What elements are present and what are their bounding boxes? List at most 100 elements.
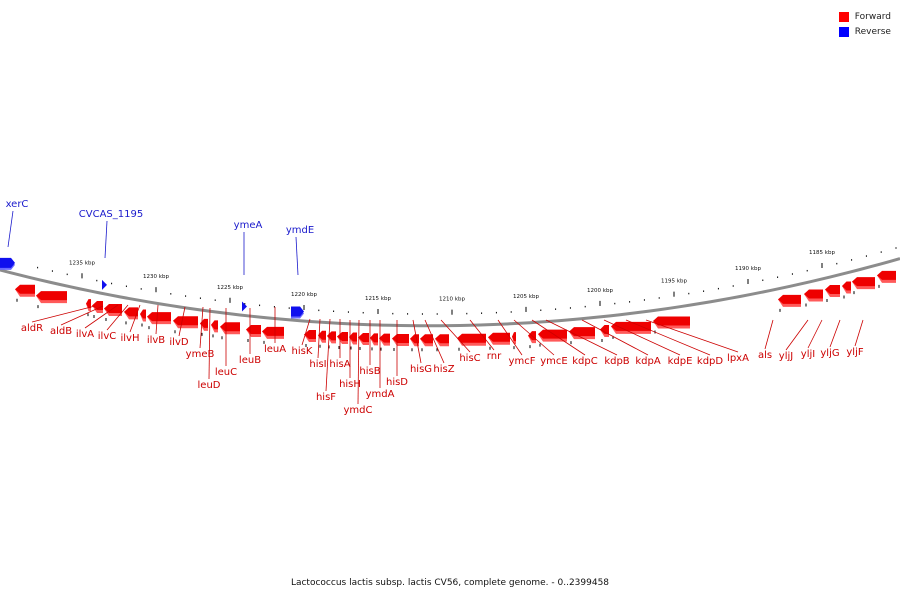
forward-gene-label: kdpB [604,356,629,367]
reverse-leader-line [7,210,14,248]
forward-gene-arrow [15,284,35,302]
forward-leader-line [106,304,129,331]
forward-gene-label: leuA [264,344,286,355]
forward-gene-arrow [337,332,348,350]
forward-gene-arrow [435,334,449,352]
genes-layer [0,257,896,352]
forward-leader-line [497,319,523,356]
forward-gene-body [370,333,378,343]
legend-label-forward: Forward [854,11,891,22]
forward-gene-body [358,332,369,342]
genome-backbone [0,257,900,328]
forward-leader-line [60,305,104,326]
forward-leader-line [357,319,360,405]
forward-gene-label: hisC [459,353,480,364]
forward-gene-body [304,329,316,339]
forward-gene-arrow [457,333,486,351]
forward-gene-label: ilvD [169,337,188,348]
forward-gene-label: hisF [316,392,336,403]
forward-gene-body [435,334,449,344]
forward-gene-label: als [758,350,772,361]
forward-leader-line [829,319,841,348]
forward-leader-line [129,304,141,333]
forward-gene-body [877,270,896,280]
tick-label: 1200 kbp [587,288,613,294]
legend-item-forward: Forward [838,9,891,24]
forward-gene-arrow [488,332,510,350]
forward-gene-body [337,332,348,342]
legend-label-reverse: Reverse [854,26,891,37]
forward-gene-arrow [538,329,567,347]
forward-leader-line [178,306,186,337]
tick-label: 1225 kbp [217,285,243,291]
reverse-swatch [838,26,849,37]
forward-leader-line [645,319,739,353]
scale-ticks-layer: 1235 kbp 1230 kbp 1225 kbp 1220 kbp 1215 kbp… [37,247,897,315]
forward-leader-line [625,319,711,356]
forward-gene-body [392,334,409,344]
forward-gene-label: lpxA [727,353,749,364]
reverse-gene-label: ymeA [234,220,263,231]
tick-label: 1235 kbp [69,260,95,266]
forward-leader-line [208,307,211,380]
forward-gene-arrow [600,324,609,342]
forward-gene-body [92,300,103,310]
forward-gene-body [36,291,67,301]
forward-gene-body [124,307,138,317]
reverse-leader-line [295,236,299,276]
forward-gene-arrow [262,326,284,344]
forward-leader-line [412,319,422,364]
forward-gene-body [611,321,651,331]
forward-gene-body [327,331,336,341]
forward-gene-arrow [410,334,419,352]
map-caption: Lactococcus lactis subsp. lactis CV56, c… [290,578,610,588]
forward-leader-line [424,319,445,364]
forward-gene-body [842,281,851,291]
forward-gene-arrow [36,291,67,309]
forward-gene-label: ilvC [98,331,116,342]
forward-gene-arrow [804,289,823,307]
legend-item-reverse: Reverse [838,24,891,39]
forward-gene-body [457,333,486,343]
forward-leader-line [199,306,204,349]
forward-gene-arrow [842,281,851,299]
forward-gene-label: aldB [50,326,72,337]
forward-gene-body [318,330,326,340]
forward-gene-body [852,277,875,287]
forward-gene-label: hisG [410,364,432,375]
forward-gene-label: ymdC [344,405,373,416]
forward-gene-body [512,332,516,342]
forward-gene-arrow [304,329,316,347]
forward-gene-label: hisA [329,359,350,370]
forward-gene-label: ymdA [366,389,395,400]
forward-gene-arrow [173,316,198,334]
forward-gene-label: rnr [487,351,502,362]
forward-gene-body [211,320,218,330]
forward-gene-arrow [358,332,369,350]
reverse-gene-body [242,301,247,312]
forward-gene-label: yljF [846,347,863,358]
forward-gene-body [825,284,840,294]
forward-leader-line [317,318,321,359]
tick-label: 1205 kbp [513,294,539,300]
reverse-gene-body [102,279,107,290]
forward-gene-label: hisD [386,377,408,388]
reverse-gene-body [291,306,304,317]
forward-gene-body [569,327,595,337]
forward-gene-body [349,332,357,342]
forward-gene-arrow [140,309,146,327]
forward-gene-label: leuB [239,355,261,366]
forward-gene-label: hisH [339,379,361,390]
forward-gene-label: hisZ [433,364,454,375]
forward-leader-line [581,319,649,356]
forward-leader-line [545,319,618,356]
forward-gene-arrow [778,294,801,312]
forward-gene-arrow [147,312,171,330]
forward-gene-body [379,333,390,343]
forward-gene-label: kdpC [572,356,597,367]
forward-gene-label: hisI [309,359,326,370]
forward-gene-label: leuD [198,380,221,391]
forward-gene-arrow [825,284,840,302]
